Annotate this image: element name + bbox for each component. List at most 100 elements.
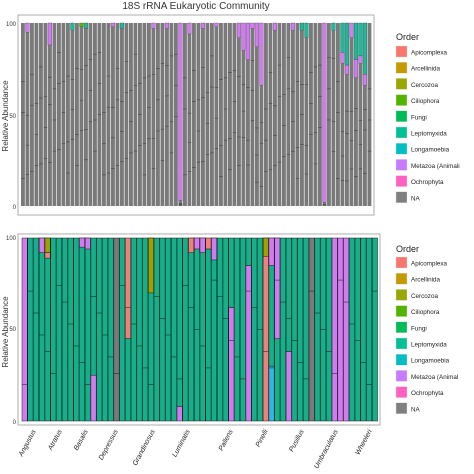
legend-swatch	[395, 78, 408, 90]
bottom-bar-segment	[38, 237, 45, 253]
bottom-y-axis-title: Relative Abundance	[1, 296, 10, 368]
top-bar-segment	[354, 77, 358, 207]
top-bar-segment	[174, 23, 178, 206]
bottom-y-tick-50: 50	[9, 327, 16, 333]
legend-swatch	[395, 256, 408, 269]
bottom-bar-segment	[79, 237, 85, 422]
top-bar-segment	[299, 22, 305, 31]
x-category-label: Pallens	[218, 428, 235, 452]
top-bar-segment	[70, 22, 75, 31]
top-bar-segment	[340, 63, 345, 207]
bottom-legend-title: Order	[396, 244, 419, 254]
top-bar-segment	[363, 85, 367, 206]
top-bar-segment	[201, 28, 205, 206]
top-bar-segment	[57, 23, 61, 206]
x-category-label: Grandinosus	[132, 428, 157, 467]
top-bar-segment	[358, 63, 363, 207]
top-legend-items: Apicomplexa Arcellinida Cercozoa Ciliophora…	[395, 45, 460, 204]
bottom-bar-segment	[326, 237, 332, 422]
top-bar-segment	[349, 22, 354, 38]
top-bar-segment	[367, 23, 372, 206]
top-bar-segment	[345, 74, 349, 207]
bottom-legend: Order Apicomplexa Arcellinida Cercozoa Cili…	[395, 244, 458, 414]
top-bar-segment	[83, 22, 89, 29]
bottom-bar-segment	[50, 237, 57, 422]
top-bar-segment	[318, 23, 322, 206]
top-bar-segment	[250, 28, 255, 206]
top-legend: Order Apicomplexa Arcellinida Cercozoa Cili…	[395, 32, 460, 204]
legend-swatch	[395, 45, 408, 58]
legend-swatch	[395, 370, 408, 382]
top-bar-segment	[277, 23, 282, 206]
legend-swatch	[395, 273, 408, 285]
legend-label: Arcellinida	[411, 277, 441, 284]
top-bar-segment	[250, 22, 255, 29]
top-bar-segment	[88, 23, 93, 206]
x-category-label: Luminatis	[172, 428, 192, 458]
top-bar-segment	[39, 23, 43, 206]
top-bar-segment	[210, 23, 214, 206]
bottom-bar-segment	[251, 237, 258, 422]
top-bar-segment	[264, 23, 268, 206]
bottom-x-labels: Angustus Atratus Basalis Depressus Grandinos…	[17, 428, 374, 470]
top-bar-segment	[313, 23, 318, 206]
bottom-bar-segment	[268, 365, 275, 422]
top-bar-segment	[200, 22, 206, 29]
top-bar-segment	[259, 85, 264, 206]
top-bar-segment	[43, 23, 48, 206]
bottom-bar-segment	[90, 375, 97, 422]
legend-label: Arcellinida	[411, 66, 441, 73]
legend-label: Cercozoa	[411, 82, 438, 89]
bottom-bar-segment	[205, 237, 212, 250]
bottom-bar-segment	[239, 237, 246, 422]
top-bar-segment	[237, 37, 241, 206]
bottom-bar-segment	[84, 237, 91, 422]
top-bar-segment	[79, 22, 84, 27]
bottom-bar-segment	[102, 237, 108, 422]
top-bar-segment	[93, 23, 97, 206]
legend-swatch	[395, 159, 408, 171]
legend-label: Fungi	[411, 114, 427, 121]
bottom-bar-segment	[33, 237, 40, 422]
legend-label: NA	[411, 195, 421, 202]
top-bar-segment	[340, 22, 345, 53]
top-bar-segment	[309, 23, 313, 206]
top-legend-title: Order	[396, 32, 419, 42]
bottom-bar-segment	[73, 237, 80, 422]
top-bar-segment	[254, 22, 260, 47]
bottom-bar-segment	[44, 252, 51, 259]
top-y-axis: 0 50 100 Relative Abundance	[1, 22, 17, 211]
top-bar-segment	[30, 23, 34, 206]
bottom-bar-segment	[199, 237, 206, 253]
legend-label: Metazoa (Animal	[411, 374, 458, 381]
top-bar-segment	[25, 32, 30, 207]
top-bar-segment	[219, 23, 223, 206]
top-bar-segment	[66, 23, 70, 206]
bottom-bar-segment	[291, 237, 298, 422]
top-bar-segment	[286, 23, 291, 206]
bottom-bar-segment	[331, 237, 338, 422]
top-bar-segment	[290, 22, 296, 31]
top-bar-segment	[353, 59, 359, 79]
legend-swatch	[395, 337, 408, 350]
legend-label: Ochrophyta	[411, 179, 444, 186]
bottom-bar-segment	[56, 237, 62, 422]
top-bar-segment	[61, 23, 66, 206]
top-bar-segment	[79, 26, 84, 206]
bottom-bar-segment	[21, 237, 28, 422]
top-bar-segment	[165, 28, 169, 206]
bottom-bar-segment	[119, 237, 126, 422]
top-bar-segment	[322, 22, 327, 203]
x-category-label: Umbraculatus	[313, 428, 340, 470]
top-bar-segment	[192, 23, 196, 206]
bottom-bar-segment	[142, 237, 149, 422]
top-y-tick-50: 50	[9, 114, 16, 120]
x-category-label: Depressus	[98, 428, 120, 461]
top-bar-segment	[120, 28, 124, 206]
legend-label: Apicomplexa	[411, 50, 448, 57]
top-bar-segment	[246, 59, 250, 206]
top-bar-segment	[362, 74, 368, 86]
top-bar-segment	[84, 28, 88, 206]
x-category-label: Atratus	[47, 428, 64, 452]
bottom-bar-segment	[366, 237, 373, 422]
